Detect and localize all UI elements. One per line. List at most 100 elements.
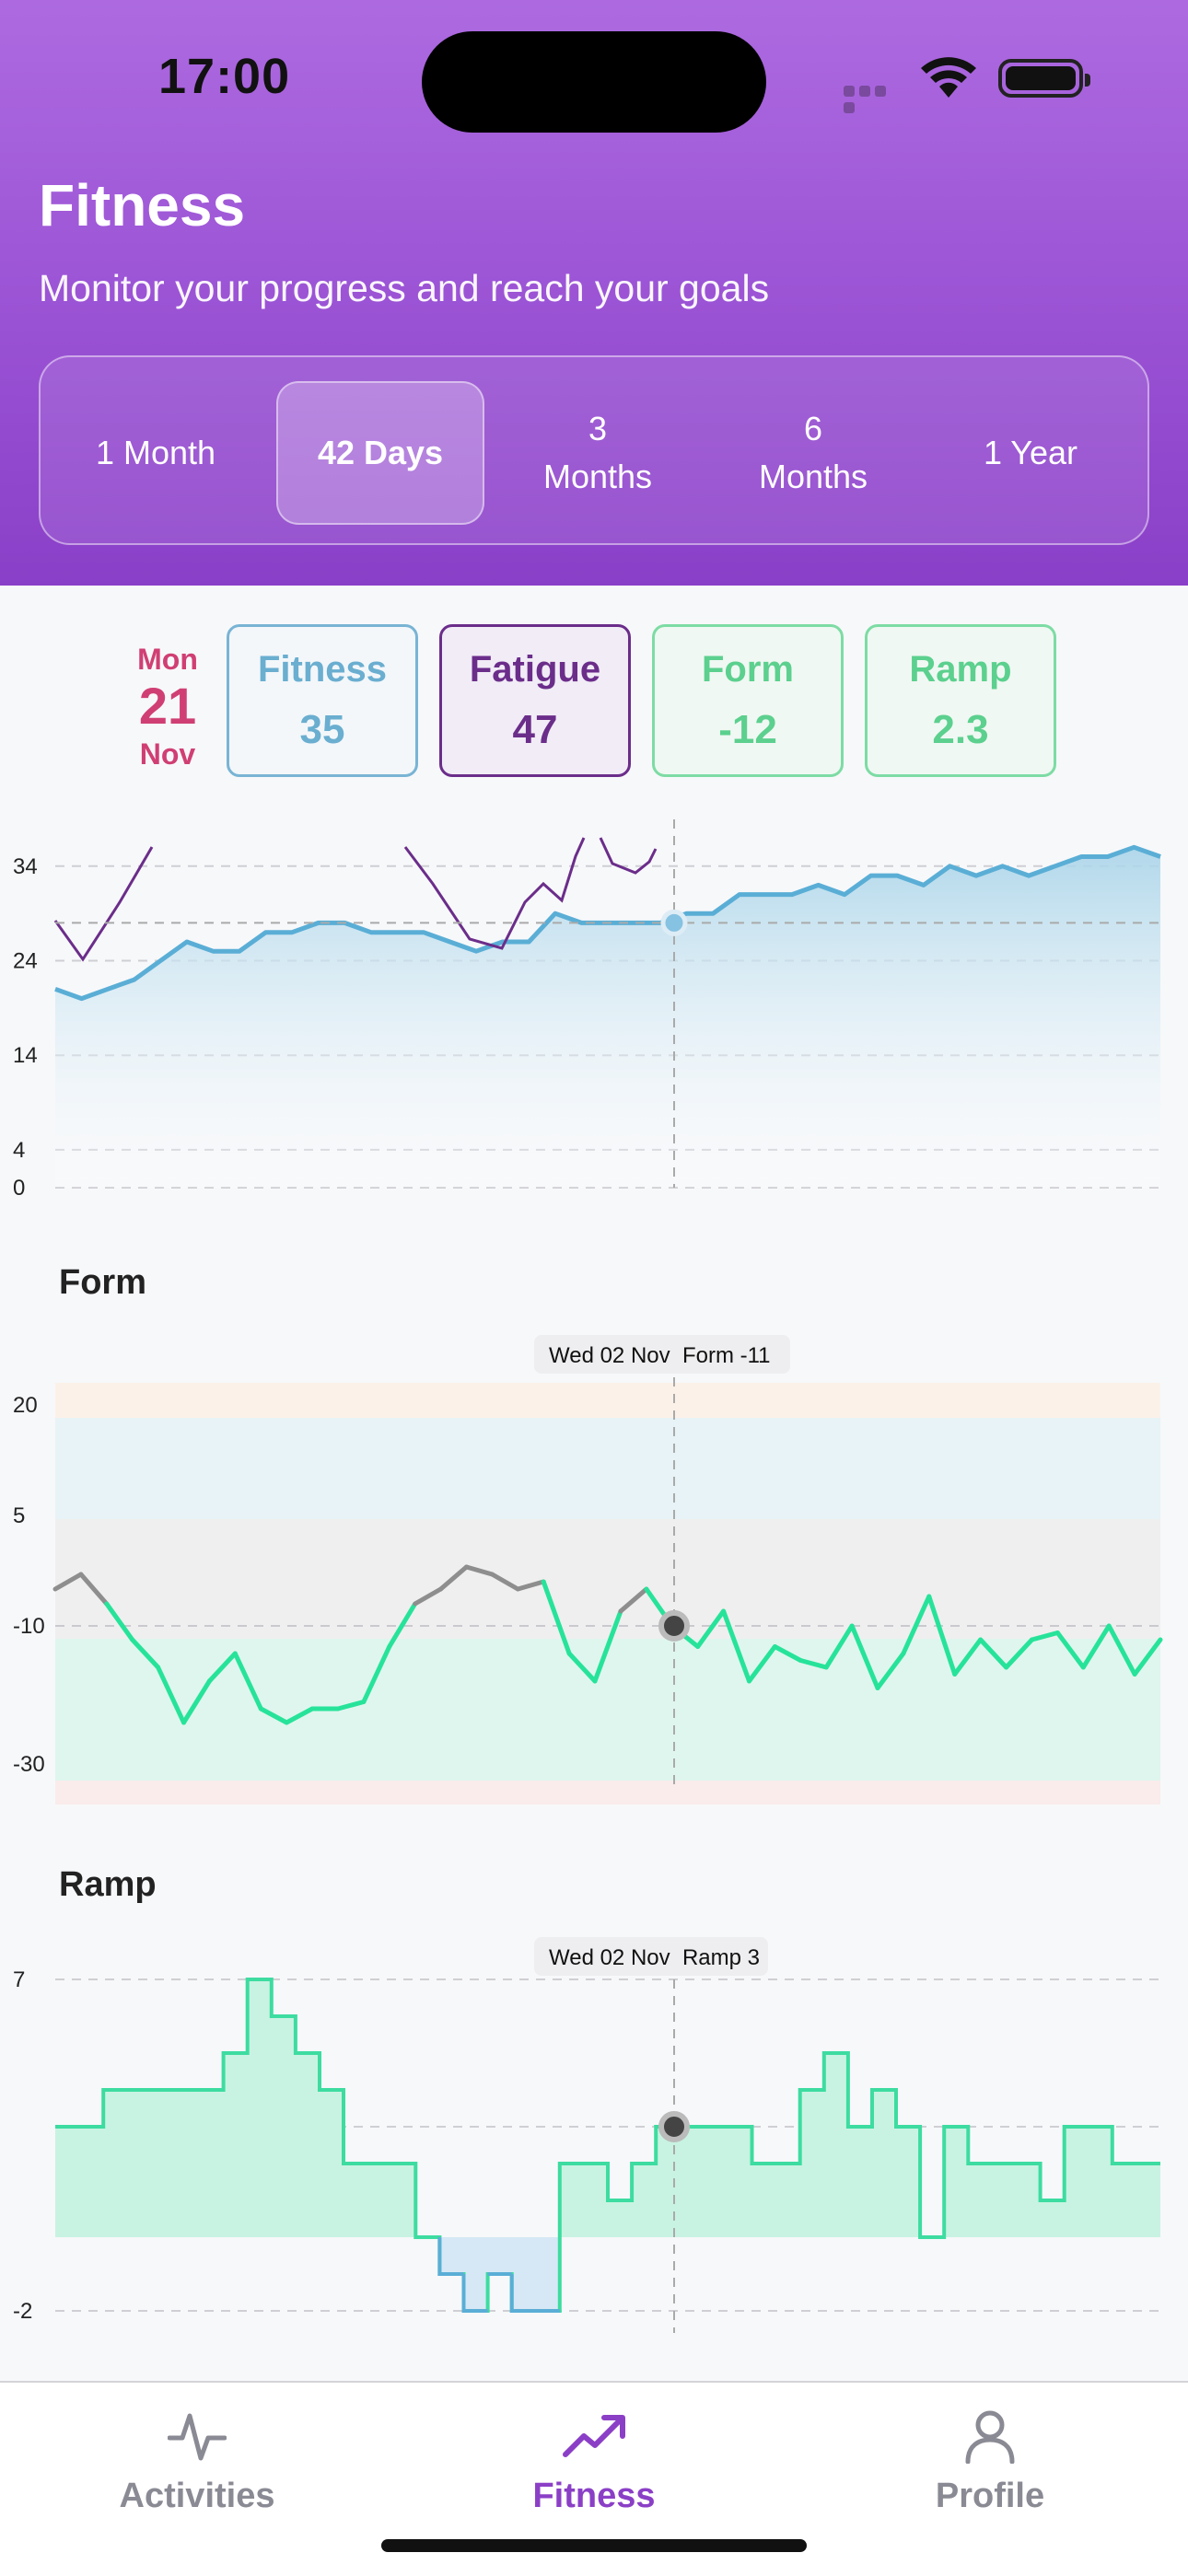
form-segment <box>232 1651 263 1712</box>
zone-fresh <box>55 1418 1160 1519</box>
form-segment <box>52 1572 84 1592</box>
trending-up-icon <box>563 2415 625 2457</box>
form-segment <box>78 1572 110 1607</box>
zone-transition <box>55 1383 1160 1418</box>
form-segment <box>875 1651 906 1690</box>
dynamic-island <box>422 31 766 133</box>
form-segment <box>413 1586 444 1607</box>
cellular-signal-icon <box>844 85 904 113</box>
form-segment <box>772 1644 803 1663</box>
form-segment <box>592 1608 623 1684</box>
tab-fitness[interactable]: Fitness <box>456 2408 732 2516</box>
zone-optimal <box>55 1639 1160 1781</box>
home-indicator <box>381 2539 807 2552</box>
form-segment <box>695 1608 727 1649</box>
form-segment <box>566 1651 598 1684</box>
selected-date: Mon 21 Nov <box>129 643 206 772</box>
page-subtitle: Monitor your progress and reach your goa… <box>39 267 770 309</box>
form-segment <box>541 1579 572 1656</box>
form-segment <box>618 1586 649 1614</box>
y-tick-label: 20 <box>13 1393 38 1418</box>
form-segment <box>952 1637 984 1677</box>
metric-value: 47 <box>512 706 558 752</box>
tab-label: Fitness <box>532 2477 656 2515</box>
header: 17:00 Fitness Monitor your progress and … <box>0 0 1188 586</box>
person-icon <box>965 2410 1015 2464</box>
ramp-line-negative <box>437 2237 560 2313</box>
metric-card-form[interactable]: Form -12 <box>652 624 844 777</box>
y-tick-label: 4 <box>13 1138 25 1163</box>
metric-value: 2.3 <box>932 706 989 752</box>
fatigue-segment <box>599 837 658 875</box>
form-section-title: Form <box>59 1263 146 1302</box>
ramp-positive-area <box>55 1979 1160 2237</box>
fitness-fatigue-chart[interactable]: 34 24 14 4 0 <box>0 801 1188 1206</box>
ramp-chart[interactable]: 7 -2 Wed 02 Nov Ramp 3 <box>0 1928 1188 2361</box>
y-tick-label: 0 <box>13 1176 25 1201</box>
form-segment <box>130 1637 161 1670</box>
fatigue-line <box>53 837 658 962</box>
y-tick-label: 14 <box>13 1043 38 1068</box>
metric-label: Form <box>702 648 794 690</box>
form-segment <box>1054 1630 1086 1670</box>
range-1-year[interactable]: 1 Year <box>983 434 1078 471</box>
ramp-y-ticks: 7 -2 <box>13 1967 32 2324</box>
form-line <box>52 1564 1163 1725</box>
form-tooltip-text: Wed 02 Nov Form -11 <box>549 1343 771 1368</box>
form-segment <box>1004 1637 1034 1670</box>
fatigue-segment <box>53 846 154 962</box>
y-tick-label: 34 <box>13 854 38 879</box>
form-segment <box>181 1678 212 1725</box>
form-segment <box>284 1706 315 1725</box>
form-segment <box>798 1658 829 1670</box>
range-1-month[interactable]: 1 Month <box>95 434 216 471</box>
form-segment <box>1080 1623 1112 1670</box>
ramp-line <box>55 1978 1160 2313</box>
form-segment <box>387 1601 418 1649</box>
metric-label: Fatigue <box>469 648 601 690</box>
range-3-months[interactable]: 3 Months <box>542 410 653 495</box>
form-segment <box>901 1594 932 1656</box>
metric-value: -12 <box>718 706 777 752</box>
form-segment <box>156 1665 186 1725</box>
tab-activities[interactable]: Activities <box>59 2408 335 2516</box>
form-segment <box>206 1651 238 1684</box>
wifi-icon <box>921 57 976 98</box>
metric-card-ramp[interactable]: Ramp 2.3 <box>865 624 1056 777</box>
metric-card-fitness[interactable]: Fitness 35 <box>227 624 418 777</box>
activity-pulse-icon <box>168 2413 227 2461</box>
ramp-tooltip-text: Wed 02 Nov Ramp 3 <box>549 1945 760 1970</box>
metric-card-fatigue[interactable]: Fatigue 47 <box>439 624 631 777</box>
form-tooltip: Wed 02 Nov Form -11 <box>534 1335 790 1374</box>
metric-label: Ramp <box>909 648 1012 690</box>
crosshair-point[interactable] <box>660 909 688 936</box>
tab-label: Profile <box>935 2477 1045 2515</box>
form-segment <box>849 1623 880 1690</box>
ramp-tooltip: Wed 02 Nov Ramp 3 <box>534 1937 768 1976</box>
crosshair-point[interactable] <box>658 1610 690 1642</box>
form-chart[interactable]: 20 5 -10 -30 Wed 02 Nov Form -11 <box>0 1326 1188 1804</box>
range-6-months[interactable]: 6 Months <box>758 410 868 495</box>
form-segment <box>1132 1637 1163 1677</box>
metric-value: 35 <box>299 706 345 752</box>
tab-profile[interactable]: Profile <box>852 2408 1128 2516</box>
form-segment <box>721 1608 751 1684</box>
form-segment <box>489 1572 520 1592</box>
selected-month: Nov <box>139 737 196 771</box>
form-segment <box>978 1637 1009 1670</box>
form-segment <box>747 1644 777 1684</box>
form-segment <box>258 1706 289 1725</box>
form-segment <box>1106 1623 1137 1677</box>
y-tick-label: -2 <box>13 2299 32 2324</box>
zone-grey <box>55 1519 1160 1639</box>
form-segment <box>926 1594 958 1677</box>
range-42-days[interactable]: 42 Days <box>276 381 484 525</box>
crosshair-point[interactable] <box>658 2111 690 2142</box>
form-segment <box>104 1601 135 1642</box>
y-tick-label: -30 <box>13 1752 45 1777</box>
selected-day: 21 <box>138 677 197 735</box>
ramp-section-title: Ramp <box>59 1865 157 1904</box>
fitness-area <box>55 847 1160 1188</box>
form-segment <box>438 1564 469 1592</box>
tab-label: Activities <box>119 2477 275 2515</box>
